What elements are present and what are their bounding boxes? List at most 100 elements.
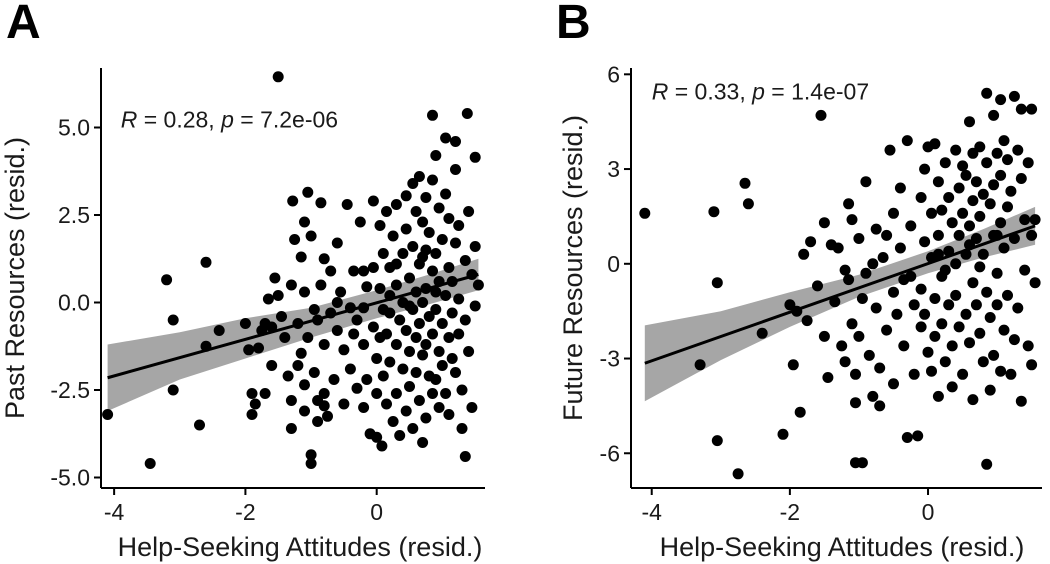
y-tick-label: -2.5 — [50, 377, 90, 403]
data-point — [991, 299, 1003, 311]
y-axis-title: Past Resources (resid.) — [0, 137, 30, 419]
data-point — [430, 248, 442, 259]
data-point — [376, 440, 388, 452]
data-point — [846, 214, 858, 226]
data-point — [390, 339, 402, 350]
data-point — [1008, 233, 1020, 244]
data-point — [901, 135, 913, 147]
data-point — [967, 195, 979, 207]
data-point — [832, 242, 844, 254]
data-point — [874, 400, 886, 412]
data-point — [988, 179, 1000, 191]
data-point — [450, 164, 461, 175]
data-point — [305, 230, 317, 242]
data-point — [1022, 157, 1034, 169]
data-point — [932, 176, 944, 188]
data-point — [292, 360, 304, 371]
data-point — [998, 135, 1010, 147]
data-point — [387, 416, 399, 427]
x-tick-label: -2 — [780, 499, 800, 525]
data-point — [453, 293, 465, 305]
data-point — [957, 160, 969, 172]
data-point — [939, 356, 951, 368]
data-point — [358, 402, 370, 413]
data-point — [984, 312, 996, 323]
r-value: = 0.28, — [137, 107, 221, 133]
data-point — [932, 229, 944, 241]
data-point — [926, 365, 937, 377]
data-point — [469, 300, 481, 312]
data-point — [299, 216, 310, 228]
data-point — [318, 400, 330, 412]
data-point — [420, 192, 432, 203]
data-point — [964, 116, 975, 128]
data-point — [433, 202, 445, 214]
data-point — [974, 210, 986, 222]
data-point — [285, 423, 297, 434]
data-point — [266, 360, 278, 371]
data-point — [276, 311, 287, 322]
data-point — [1015, 103, 1027, 115]
data-point — [860, 267, 872, 279]
data-point — [801, 315, 813, 327]
data-point — [908, 368, 920, 380]
data-point — [839, 356, 851, 368]
data-point — [1022, 340, 1034, 352]
data-point — [285, 395, 297, 406]
data-point — [358, 339, 370, 350]
data-point — [243, 344, 255, 356]
data-point — [967, 394, 979, 406]
data-point — [1026, 359, 1038, 371]
data-point — [846, 318, 858, 330]
x-tick-label: -2 — [235, 499, 255, 525]
data-point — [711, 277, 723, 289]
data-point — [459, 314, 471, 326]
data-point — [384, 356, 396, 368]
data-point — [433, 346, 445, 357]
data-point — [995, 94, 1007, 106]
data-point — [400, 405, 412, 417]
data-point — [995, 365, 1007, 377]
data-point — [299, 379, 310, 391]
data-point — [463, 346, 475, 357]
data-point — [351, 382, 363, 394]
data-point — [404, 346, 415, 357]
data-point — [1012, 144, 1024, 156]
data-point — [413, 395, 425, 406]
data-point — [815, 109, 827, 121]
data-point — [957, 207, 969, 219]
data-point — [960, 308, 972, 320]
data-point — [331, 297, 343, 308]
data-point — [946, 381, 958, 393]
data-point — [943, 299, 955, 311]
r-symbol: R — [652, 79, 669, 105]
data-point — [272, 71, 284, 83]
p-value: = 1.4e-07 — [765, 79, 869, 105]
x-tick-label: 0 — [370, 499, 383, 525]
data-point — [946, 217, 958, 229]
panel-b: B -4 -2 0 -6 -3 0 3 6 R = 0.33, p = 1.4e-07 Hel… — [556, 0, 1042, 562]
data-point — [394, 314, 406, 326]
data-point — [939, 157, 951, 169]
y-tick-label: 2.5 — [58, 202, 90, 228]
data-point — [943, 192, 955, 203]
data-point — [639, 207, 651, 219]
data-point — [936, 204, 948, 216]
data-point — [1002, 201, 1013, 213]
data-point — [970, 299, 982, 311]
data-point — [856, 293, 868, 304]
data-point — [102, 409, 114, 420]
data-point — [1002, 289, 1013, 301]
data-point — [338, 344, 350, 356]
data-point — [387, 230, 399, 242]
data-point — [341, 199, 353, 210]
data-point — [413, 318, 425, 329]
data-point — [161, 274, 173, 286]
data-point — [881, 324, 893, 336]
data-point — [315, 197, 327, 209]
data-point — [318, 253, 330, 265]
data-point — [358, 265, 370, 277]
data-point — [739, 177, 751, 189]
data-point — [417, 297, 429, 308]
